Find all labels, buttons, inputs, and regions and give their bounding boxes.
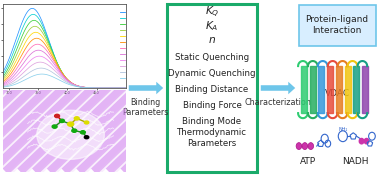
Circle shape — [296, 143, 302, 150]
Circle shape — [302, 143, 308, 150]
Text: VDAC: VDAC — [324, 89, 350, 98]
Circle shape — [68, 122, 74, 126]
Polygon shape — [301, 66, 307, 113]
Circle shape — [81, 131, 85, 134]
FancyBboxPatch shape — [299, 5, 375, 46]
Polygon shape — [362, 66, 368, 113]
FancyBboxPatch shape — [167, 4, 257, 172]
Text: NADH: NADH — [342, 156, 368, 165]
Circle shape — [60, 119, 64, 122]
Polygon shape — [318, 66, 324, 113]
Text: ATP: ATP — [300, 156, 316, 165]
Text: $K_Q$: $K_Q$ — [205, 4, 219, 20]
Text: Binding Force: Binding Force — [183, 102, 242, 111]
Polygon shape — [336, 66, 342, 113]
Circle shape — [84, 136, 89, 139]
Polygon shape — [310, 66, 316, 113]
Text: Characterization: Characterization — [245, 98, 311, 107]
Text: Binding
Parameters: Binding Parameters — [122, 98, 168, 117]
Circle shape — [72, 129, 77, 132]
Text: Protein-ligand
Interaction: Protein-ligand Interaction — [305, 15, 369, 35]
Polygon shape — [353, 66, 359, 113]
Circle shape — [55, 114, 60, 118]
Circle shape — [52, 125, 57, 128]
Circle shape — [359, 139, 364, 144]
Text: $K_A$: $K_A$ — [205, 19, 219, 33]
Ellipse shape — [37, 110, 104, 159]
Polygon shape — [344, 66, 350, 113]
Text: NH₂: NH₂ — [338, 127, 347, 132]
Text: Static Quenching: Static Quenching — [175, 54, 249, 62]
Text: $n$: $n$ — [208, 35, 216, 45]
Text: Binding Distance: Binding Distance — [175, 86, 249, 95]
Text: Dynamic Quenching: Dynamic Quenching — [168, 70, 256, 78]
Text: Binding Mode: Binding Mode — [183, 118, 242, 127]
Polygon shape — [327, 66, 333, 113]
Circle shape — [84, 121, 89, 124]
Text: Thermodynamic
Parameters: Thermodynamic Parameters — [177, 128, 247, 148]
Circle shape — [74, 117, 79, 120]
Circle shape — [308, 143, 314, 150]
Circle shape — [364, 139, 369, 144]
